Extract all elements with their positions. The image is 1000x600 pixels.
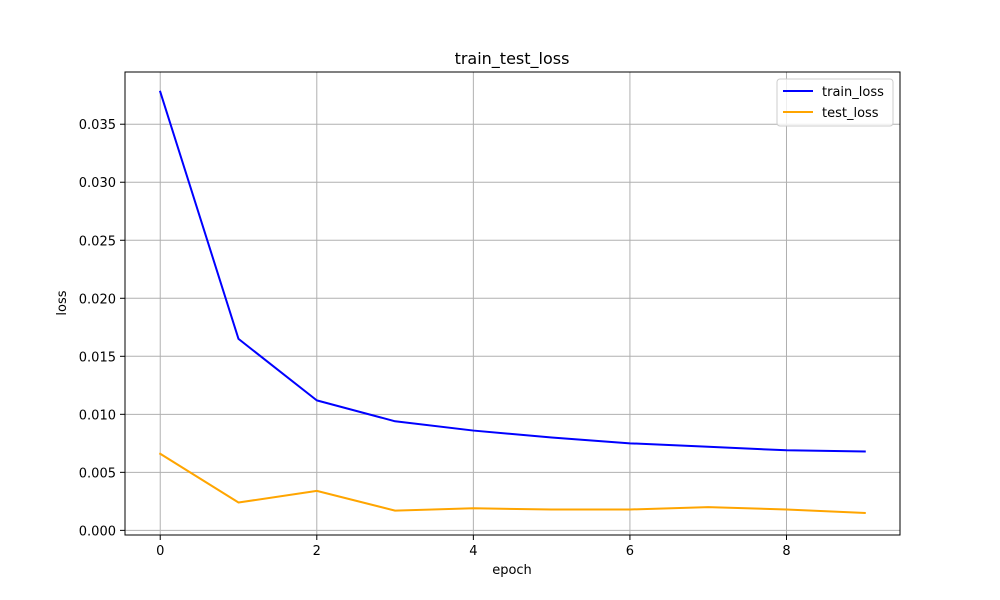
series-lines	[158, 90, 866, 514]
y-tick-label: 0.005	[79, 466, 116, 481]
plot-frame	[124, 71, 901, 536]
legend-label-test-loss: test_loss	[822, 106, 879, 121]
x-tick-label: 2	[313, 544, 321, 559]
series-line-train-loss	[158, 90, 866, 453]
y-tick-label: 0.010	[79, 408, 116, 423]
axis-ticks: 0 2 4 6 8 0.000 0.005 0.010 0.015 0.020 0.025 0.030…	[79, 118, 791, 559]
y-tick-label: 0.030	[79, 176, 116, 191]
chart-title: train_test_loss	[455, 49, 570, 69]
y-tick-label: 0.000	[79, 524, 116, 539]
x-tick-label: 4	[469, 544, 477, 559]
y-axis-title: loss	[55, 290, 70, 315]
y-tick-label: 0.020	[79, 292, 116, 307]
x-tick-label: 6	[626, 544, 634, 559]
x-axis-title: epoch	[492, 563, 532, 578]
y-tick-label: 0.025	[79, 234, 116, 249]
grid	[125, 72, 900, 535]
legend: train_loss test_loss	[776, 78, 894, 127]
legend-label-train-loss: train_loss	[822, 85, 884, 100]
y-tick-label: 0.035	[79, 118, 116, 133]
series-line-test-loss	[158, 452, 866, 514]
y-tick-label: 0.015	[79, 350, 116, 365]
x-tick-label: 8	[782, 544, 790, 559]
x-tick-label: 0	[156, 544, 164, 559]
